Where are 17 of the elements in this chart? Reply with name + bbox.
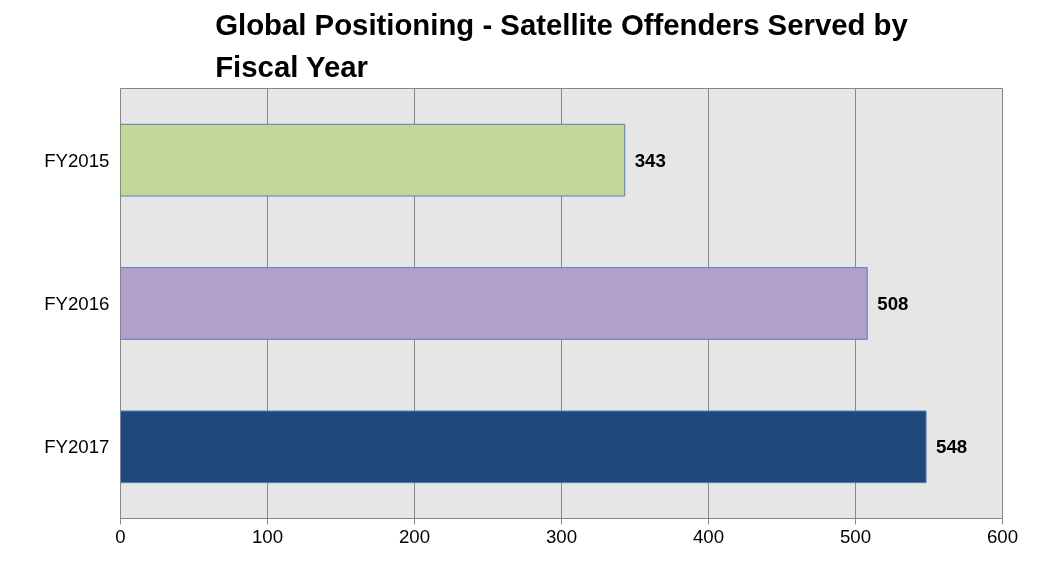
x-tick-label: 0 bbox=[115, 525, 126, 547]
bar bbox=[120, 123, 626, 197]
y-tick-label: FY2015 bbox=[44, 149, 110, 171]
x-tick-label: 200 bbox=[398, 525, 431, 547]
x-tick-label: 100 bbox=[251, 525, 284, 547]
bar bbox=[120, 267, 868, 340]
bar bbox=[120, 410, 927, 484]
chart-title: Global Positioning - Satellite Offenders Served by Fiscal Year bbox=[215, 7, 909, 84]
data-label: 508 bbox=[877, 293, 909, 314]
y-tick-label: FY2016 bbox=[44, 293, 110, 314]
data-label: 548 bbox=[936, 436, 968, 458]
x-tick-label: 500 bbox=[839, 525, 872, 547]
x-tick-label: 300 bbox=[545, 525, 578, 547]
y-tick-label: FY2017 bbox=[44, 436, 110, 458]
x-tick-label: 600 bbox=[986, 525, 1019, 547]
x-tick-label: 400 bbox=[692, 525, 725, 547]
data-label: 343 bbox=[634, 149, 666, 171]
